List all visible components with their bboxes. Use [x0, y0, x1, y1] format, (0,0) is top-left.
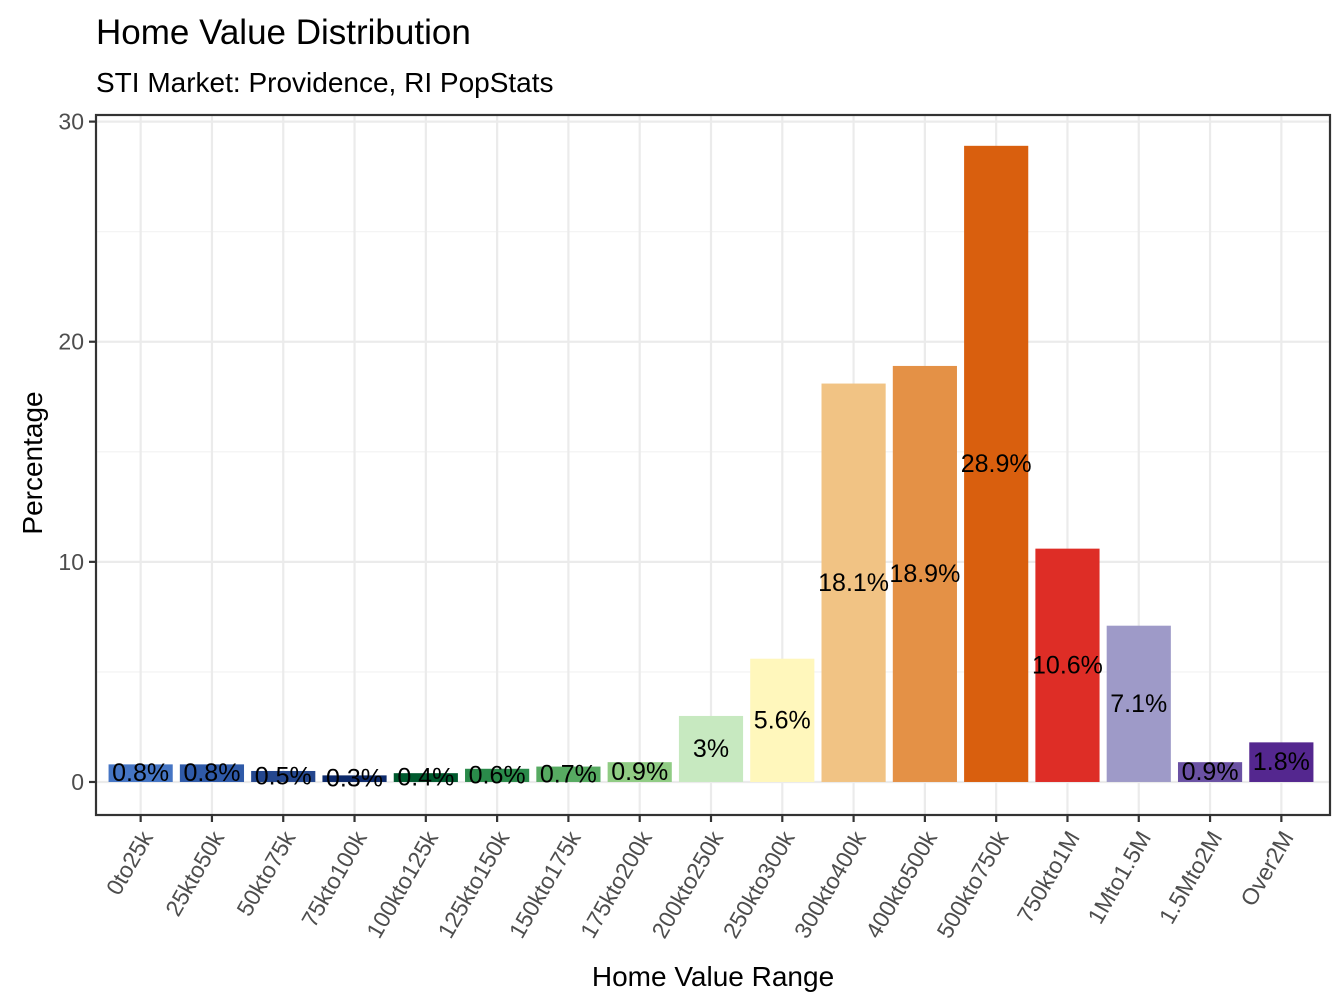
x-tick-label: Over2M: [1235, 827, 1298, 911]
plot-border: [94, 113, 1332, 817]
bar-125kto150k: [465, 768, 530, 782]
y-axis: 0 10 20 30: [58, 109, 96, 795]
x-axis: 0to25k 25kto50k 50kto75k75kto100k100kto125…: [101, 815, 1299, 943]
bar-label-0to25k: 0.8%: [112, 759, 169, 787]
bar-75kto100k: [322, 775, 387, 782]
bar-label-250kto300k: 5.6%: [754, 706, 811, 734]
x-tick-label: 200kto250k: [646, 826, 728, 942]
bar-300kto400k: [821, 383, 886, 782]
x-tick-label: 100kto125k: [361, 826, 443, 942]
x-tick-label: 750kto1M: [1012, 827, 1085, 927]
bar-175kto200k: [607, 762, 672, 782]
bar-label-200kto250k: 3%: [693, 735, 729, 763]
bar-500kto750k: [964, 145, 1029, 782]
bar-label-1Mto1.5M: 7.1%: [1110, 690, 1167, 718]
bar-400kto500k: [892, 365, 957, 782]
bar-label-400kto500k: 18.9%: [889, 560, 960, 588]
x-tick-label: 1.5Mto2M: [1154, 827, 1228, 929]
x-tick-label: 175kto200k: [575, 826, 657, 942]
x-tick-label: 1Mto1.5M: [1082, 827, 1156, 929]
y-tick-label: 20: [58, 329, 84, 355]
bar-100kto125k: [393, 773, 458, 782]
bar-1Mto1.5M: [1106, 625, 1171, 782]
bar-label-125kto150k: 0.6%: [469, 761, 526, 789]
x-tick-label: 500kto750k: [931, 826, 1013, 942]
chart-subtitle: STI Market: Providence, RI PopStats: [96, 67, 554, 98]
y-tick-label: 30: [58, 109, 84, 135]
bar-label-300kto400k: 18.1%: [818, 569, 889, 597]
bar-label-750kto1M: 10.6%: [1032, 651, 1103, 679]
y-tick-label: 0: [71, 769, 84, 795]
bar-Over2M: [1249, 742, 1314, 782]
x-tick-label: 250kto300k: [718, 826, 800, 942]
bar-50kto75k: [251, 770, 316, 782]
bar-label-500kto750k: 28.9%: [961, 450, 1032, 478]
bar-200kto250k: [678, 715, 744, 782]
bar-label-100kto125k: 0.4%: [397, 764, 454, 792]
bar-label-150kto175k: 0.7%: [540, 760, 597, 788]
x-tick-label: 300kto400k: [789, 826, 871, 942]
bar-label-25kto50k: 0.8%: [183, 759, 240, 787]
x-axis-title: Home Value Range: [592, 961, 834, 992]
bar-label-75kto100k: 0.3%: [326, 765, 383, 793]
bars: [108, 145, 1314, 782]
bar-label-Over2M: 1.8%: [1253, 748, 1310, 776]
bar-labels: 0.8% 0.8% 0.5% 0.3% 0.4% 0.6% 0.7% 0.9% 3% 5.6% 18…: [112, 450, 1310, 793]
x-tick-label: 50kto75k: [231, 826, 300, 920]
x-tick-label: 0to25k: [101, 826, 158, 899]
bar-250kto300k: [750, 658, 815, 782]
bar-25kto50k: [179, 764, 245, 782]
bar-label-1.5Mto2M: 0.9%: [1182, 758, 1239, 786]
bar-150kto175k: [536, 766, 601, 782]
bar-1.5Mto2M: [1177, 762, 1243, 782]
plot-area: 0.8% 0.8% 0.5% 0.3% 0.4% 0.6% 0.7% 0.9% 3% 5.6% 18…: [94, 113, 1332, 817]
x-tick-label: 150kto175k: [504, 826, 586, 942]
chart-title: Home Value Distribution: [96, 13, 471, 52]
y-tick-label: 10: [58, 549, 84, 575]
y-axis-title: Percentage: [17, 391, 48, 534]
bar-0to25k: [108, 764, 173, 782]
bar-label-175kto200k: 0.9%: [611, 758, 668, 786]
x-tick-label: 75kto100k: [296, 826, 372, 931]
bar-label-50kto75k: 0.5%: [255, 762, 312, 790]
bar-750kto1M: [1035, 548, 1100, 782]
x-tick-label: 25kto50k: [160, 826, 229, 920]
x-tick-label: 125kto150k: [432, 826, 514, 942]
x-tick-label: 400kto500k: [860, 826, 942, 942]
